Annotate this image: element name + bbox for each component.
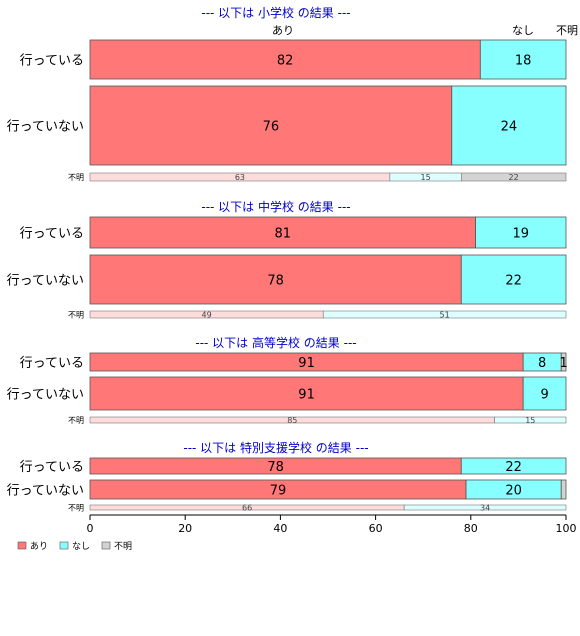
data-label: 18 <box>515 54 532 69</box>
unknown-row-label: 不明 <box>68 311 84 320</box>
data-label: 79 <box>270 484 287 499</box>
x-tick-label: 100 <box>556 522 577 535</box>
unknown-data-label: 15 <box>420 173 430 182</box>
panel-title: --- 以下は 高等学校 の結果 --- <box>195 335 356 350</box>
data-label: 82 <box>277 54 294 69</box>
bar-segment <box>560 479 567 500</box>
bar-segment <box>522 376 567 411</box>
data-label: 19 <box>513 227 530 242</box>
bar-segment <box>451 85 567 166</box>
row-label: 行っていない <box>7 388 84 403</box>
legend-label: なし <box>72 541 90 552</box>
data-label: 20 <box>505 484 522 499</box>
bar-segment <box>479 39 567 80</box>
unknown-data-label: 22 <box>509 173 519 182</box>
bar-segment <box>89 39 481 80</box>
x-tick-label: 0 <box>87 522 94 535</box>
unknown-data-label: 34 <box>480 504 490 513</box>
x-tick-label: 60 <box>369 522 383 535</box>
data-label: 76 <box>263 120 280 135</box>
panel-title: --- 以下は 特別支援学校 の結果 --- <box>183 440 368 455</box>
data-label: 78 <box>267 460 284 475</box>
data-label: 91 <box>298 356 315 371</box>
data-label: 78 <box>267 274 284 289</box>
legend-label: あり <box>30 541 48 552</box>
legend-swatch <box>59 541 69 550</box>
data-label: 22 <box>505 460 522 475</box>
panel-title: --- 以下は 中学校 の結果 --- <box>201 199 350 214</box>
legend-swatch <box>101 541 111 550</box>
row-label: 行っている <box>20 460 84 475</box>
unknown-bar-segment <box>403 504 567 511</box>
row-label: 行っていない <box>7 484 84 499</box>
unknown-row-label: 不明 <box>68 173 84 182</box>
legend-label: 不明 <box>114 541 132 552</box>
unknown-bar-segment <box>494 416 567 424</box>
bar-segment <box>89 216 476 249</box>
header-label-fumei: 不明 <box>556 24 578 37</box>
data-label: 81 <box>275 227 292 242</box>
x-tick-label: 20 <box>178 522 192 535</box>
unknown-data-label: 49 <box>202 311 212 320</box>
panel-title: --- 以下は 小学校 の結果 --- <box>201 5 350 20</box>
unknown-data-label: 51 <box>440 311 450 320</box>
data-label: 8 <box>538 356 546 371</box>
bar-segment <box>460 254 567 305</box>
bar-segment <box>89 85 453 166</box>
row-label: 行っていない <box>7 274 84 289</box>
data-label: 1 <box>559 356 567 371</box>
legend-swatch <box>17 541 27 550</box>
row-label: 行っている <box>20 356 84 371</box>
bar-segment <box>89 376 524 411</box>
row-label: 行っている <box>20 54 84 69</box>
bar-segment <box>560 352 567 372</box>
unknown-row-label: 不明 <box>68 416 84 425</box>
data-label: 24 <box>501 120 518 135</box>
bar-segment <box>460 457 567 475</box>
x-tick-label: 40 <box>273 522 287 535</box>
unknown-data-label: 15 <box>525 416 535 425</box>
unknown-row-label: 不明 <box>68 504 84 513</box>
unknown-data-label: 85 <box>287 416 297 425</box>
header-label-nashi: なし <box>512 24 534 37</box>
data-label: 22 <box>505 274 522 289</box>
unknown-data-label: 63 <box>235 173 245 182</box>
unknown-bar-segment <box>322 310 567 319</box>
bar-segment <box>475 216 567 249</box>
unknown-bar-segment <box>460 172 567 182</box>
data-label: 9 <box>540 388 548 403</box>
header-label-ari: あり <box>272 24 294 37</box>
bar-segment <box>89 254 462 305</box>
unknown-data-label: 66 <box>242 504 252 513</box>
x-tick-label: 80 <box>464 522 478 535</box>
row-label: 行っていない <box>7 120 84 135</box>
row-label: 行っている <box>20 227 84 242</box>
data-label: 91 <box>298 388 315 403</box>
